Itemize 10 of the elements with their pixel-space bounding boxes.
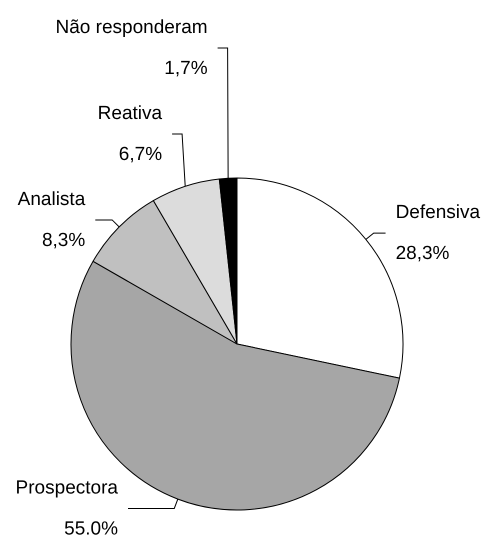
data-label: 55.0% <box>64 518 118 538</box>
data-label: 28,3% <box>396 243 450 264</box>
data-label: 1,7% <box>164 58 208 79</box>
slice-label: Prospectora <box>16 477 118 498</box>
slice-label: Não responderam <box>56 16 208 38</box>
data-label: 6,7% <box>118 144 162 165</box>
slice-label: Analista <box>18 188 86 210</box>
slice-label: Defensiva <box>396 202 480 224</box>
slice-label: Reativa <box>98 102 163 124</box>
data-label: 8,3% <box>42 230 86 251</box>
